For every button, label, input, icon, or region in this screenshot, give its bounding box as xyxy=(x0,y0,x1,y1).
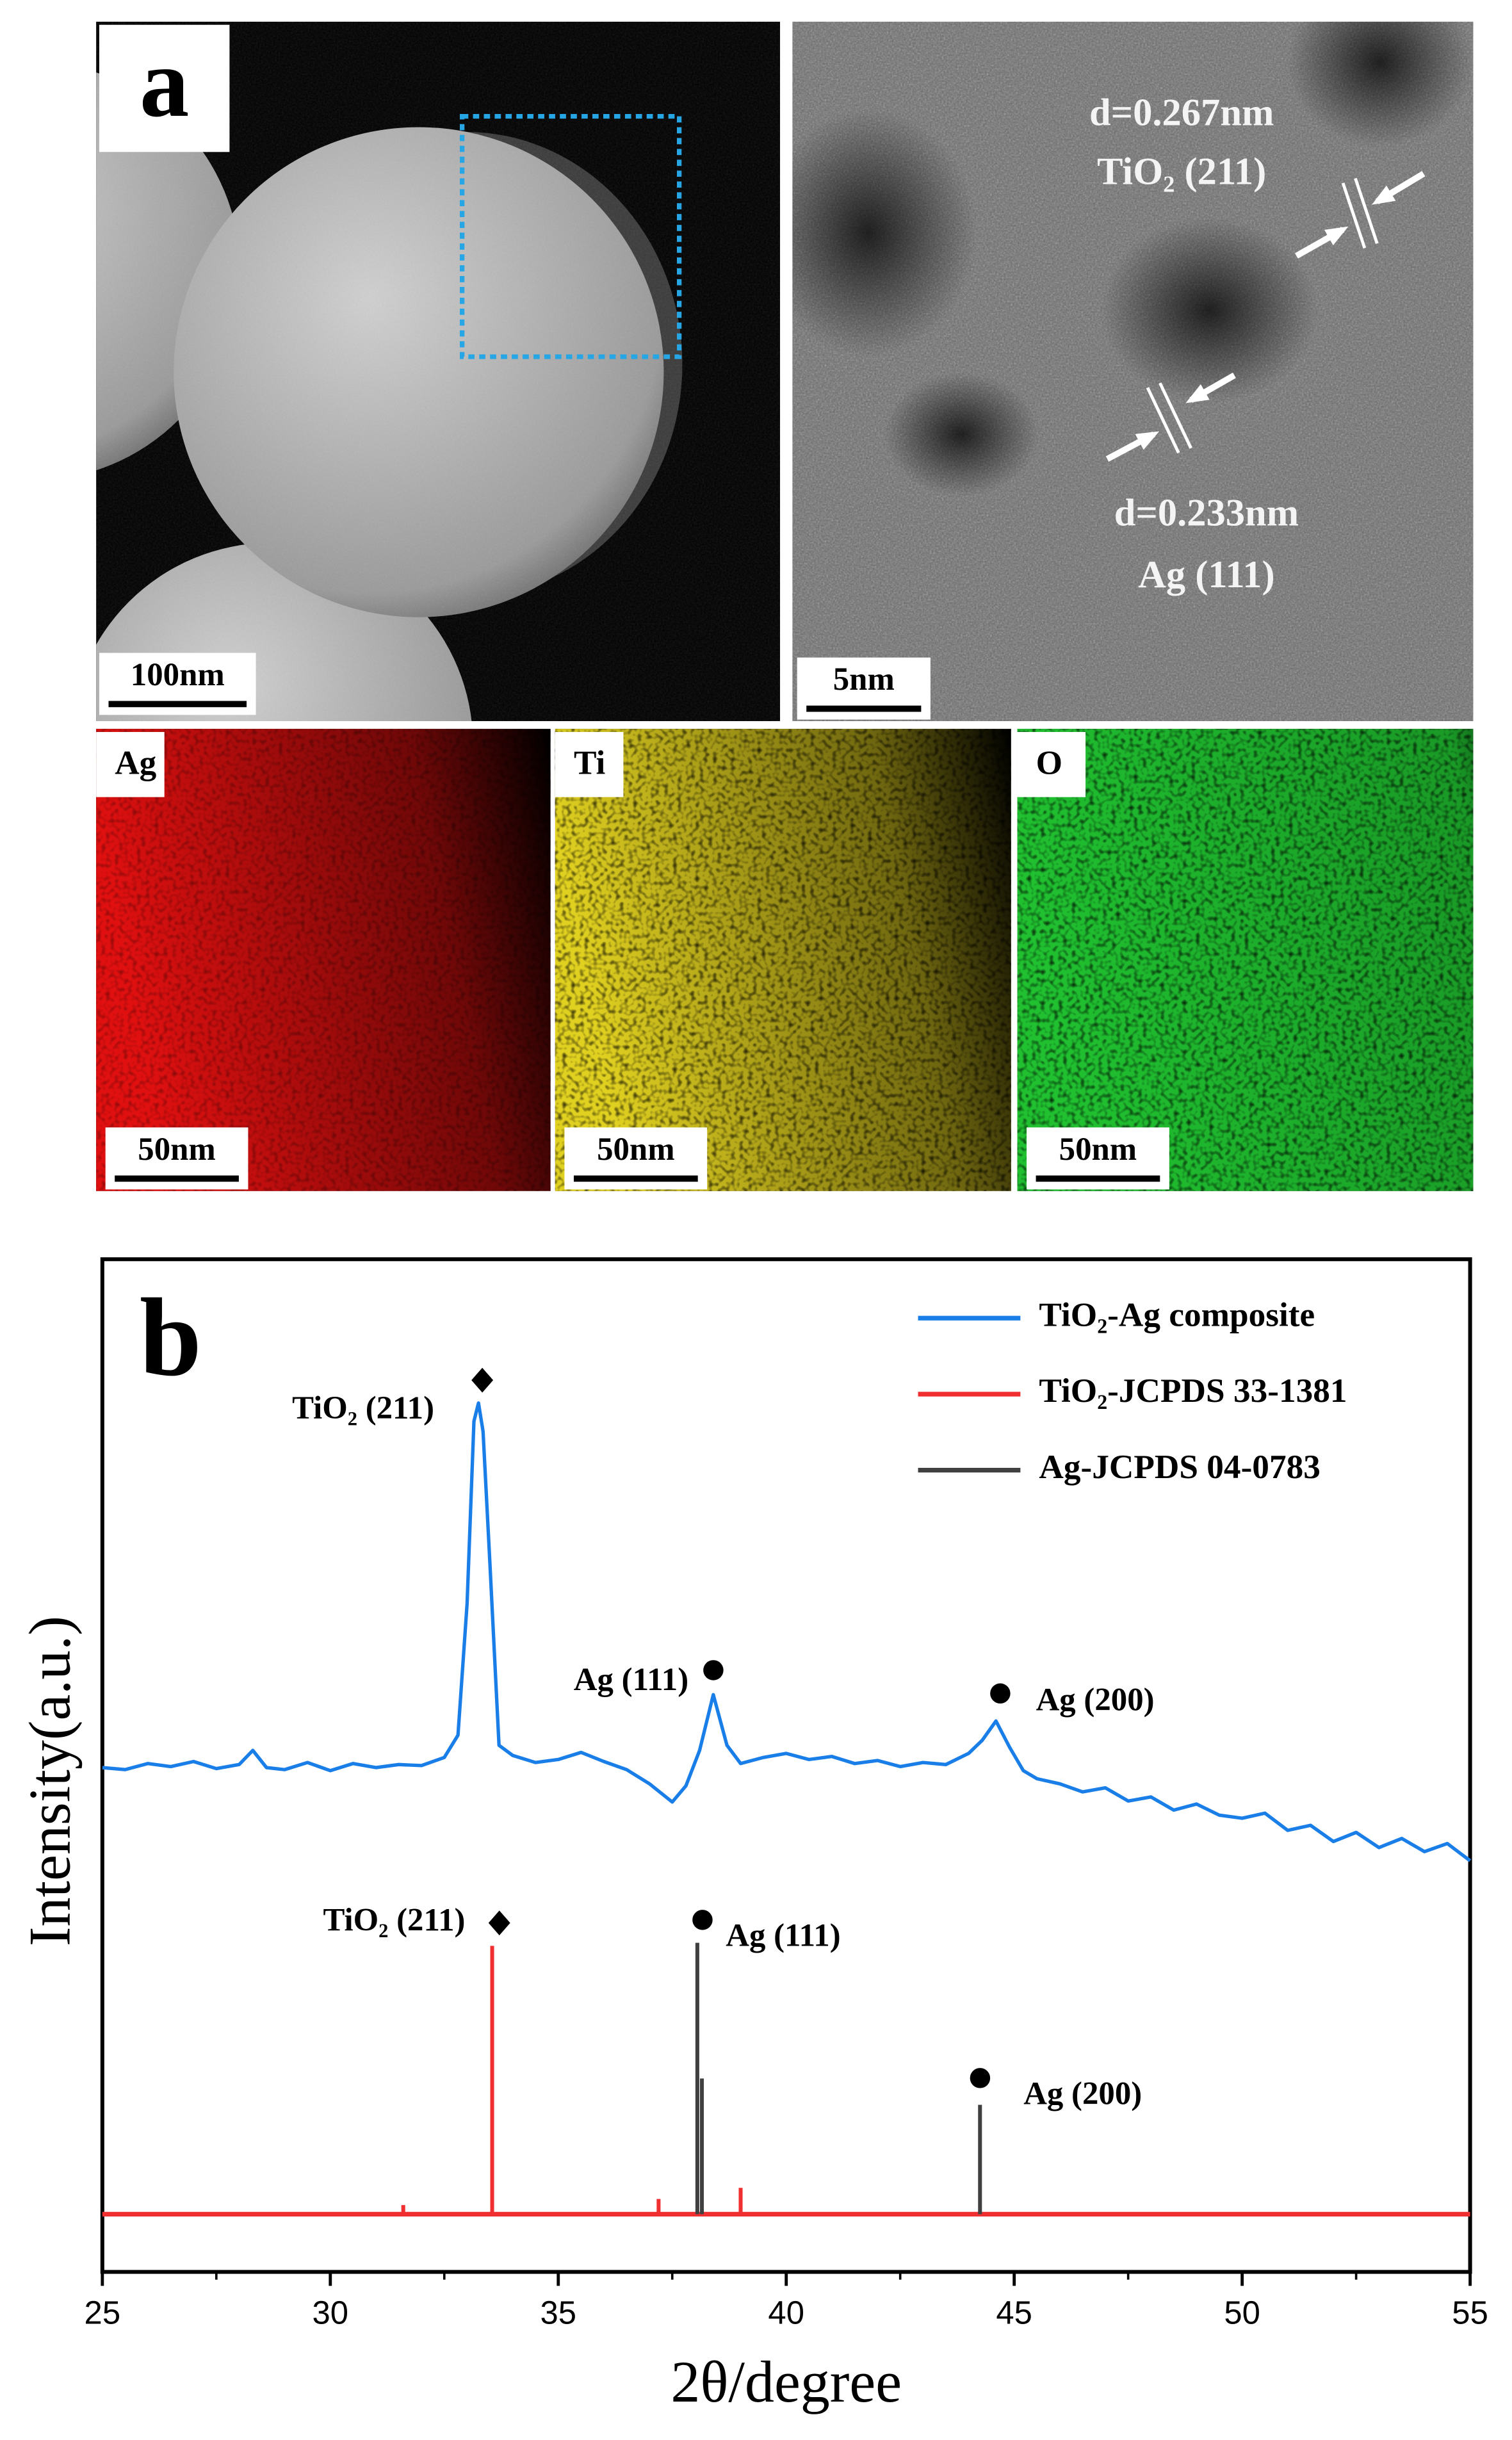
scale-bar-label: 5nm xyxy=(833,661,895,697)
x-tick-label: 55 xyxy=(1452,2295,1488,2331)
peak-label: Ag (200) xyxy=(1023,2076,1142,2111)
element-label: O xyxy=(1036,744,1062,781)
phase-marker xyxy=(703,1660,724,1680)
element-label: Ag xyxy=(115,744,156,781)
hrtem-content xyxy=(792,21,1474,722)
arrow-head xyxy=(1135,431,1160,450)
phase-marker xyxy=(970,2068,991,2088)
peak-label: Ag (111) xyxy=(726,1917,840,1953)
map-speckle xyxy=(1017,729,1474,1191)
hrtem-label: Ag (111) xyxy=(1138,553,1275,596)
fringe-line xyxy=(1158,382,1192,449)
label-box xyxy=(96,731,165,797)
panel-label: a xyxy=(140,28,189,138)
legend-label: TiO₂-Ag composite xyxy=(1039,1296,1315,1334)
label-box xyxy=(1017,731,1086,797)
arrow-head xyxy=(1372,185,1396,205)
legend-label: Ag-JCPDS 04-0783 xyxy=(1039,1448,1320,1486)
hrtem-label: d=0.267nm xyxy=(1089,92,1274,134)
hrtem-label: TiO₂ (211) xyxy=(1097,150,1266,193)
phase-marker xyxy=(488,1910,510,1936)
label-box xyxy=(555,731,624,797)
element-label: Ti xyxy=(574,744,606,781)
zoom-box xyxy=(459,113,682,359)
hrtem-label: d=0.233nm xyxy=(1114,491,1299,534)
map-speckle xyxy=(555,729,1011,1191)
hrtem-noise xyxy=(792,21,1474,722)
scale-bar-label: 50nm xyxy=(138,1131,215,1167)
x-tick-label: 25 xyxy=(85,2295,121,2331)
map-speckle xyxy=(96,729,551,1191)
scale-bar-label: 50nm xyxy=(597,1131,674,1167)
arrow-head xyxy=(1185,384,1210,403)
scale-bar-label: 50nm xyxy=(1059,1131,1137,1167)
fringe-line xyxy=(1146,387,1180,454)
y-axis-title: Intensity(a.u.) xyxy=(17,1616,82,1946)
panel-a: a 100nm d=0.267nm TiO₂ (211) d=0.233nm Ag (11… xyxy=(96,21,1474,1191)
x-tick-label: 35 xyxy=(540,2295,576,2331)
scale-bar-label: 100nm xyxy=(131,656,225,692)
x-tick-label: 40 xyxy=(768,2295,804,2331)
panel-b: 25 30 35 40 45 50 55 2θ/degree Intensity(a.u.) b T… xyxy=(17,1257,1488,2414)
x-axis-title: 2θ/degree xyxy=(671,2349,902,2414)
x-tick-label: 30 xyxy=(313,2295,349,2331)
phase-marker xyxy=(990,1683,1011,1704)
fringe-line xyxy=(1341,182,1367,249)
legend-label: TiO₂-JCPDS 33-1381 xyxy=(1039,1372,1347,1410)
xrd-line xyxy=(102,1401,1472,1862)
label-box xyxy=(99,24,230,152)
panel-label: b xyxy=(140,1276,202,1399)
peak-label: TiO₂ (211) xyxy=(323,1901,466,1937)
phase-marker xyxy=(471,1367,494,1393)
peak-label: Ag (111) xyxy=(574,1661,688,1697)
peak-label: Ag (200) xyxy=(1036,1681,1155,1717)
x-tick-label: 45 xyxy=(996,2295,1032,2331)
peak-label: TiO₂ (211) xyxy=(292,1390,434,1426)
phase-marker xyxy=(692,1910,713,1930)
fringe-line xyxy=(1354,177,1379,244)
arrow-head xyxy=(1324,226,1349,246)
x-tick-label: 50 xyxy=(1224,2295,1260,2331)
